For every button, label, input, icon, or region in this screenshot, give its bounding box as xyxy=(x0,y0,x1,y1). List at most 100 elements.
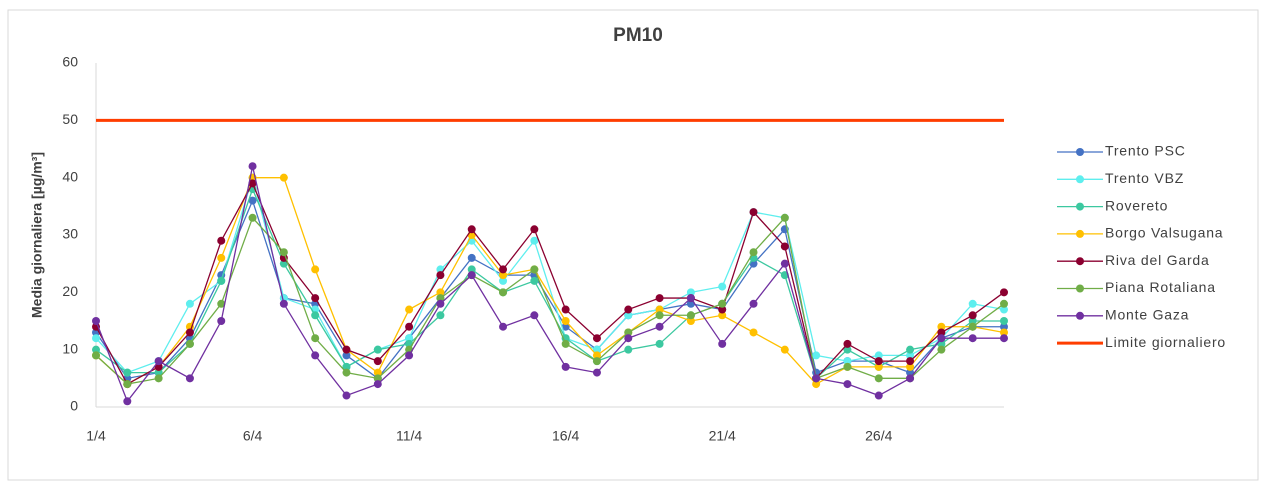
legend-marker xyxy=(1076,148,1084,156)
data-point xyxy=(874,374,883,383)
data-point xyxy=(749,328,758,337)
data-point xyxy=(874,357,883,366)
data-point xyxy=(968,299,977,308)
data-point xyxy=(154,357,163,366)
data-point xyxy=(373,374,382,383)
data-point xyxy=(812,374,821,383)
data-point xyxy=(279,259,288,268)
data-point xyxy=(279,248,288,257)
legend-label: Borgo Valsugana xyxy=(1105,225,1223,241)
data-point xyxy=(248,162,257,171)
x-tick-label: 21/4 xyxy=(709,428,736,444)
data-point xyxy=(467,225,476,234)
y-tick-label: 40 xyxy=(62,168,78,184)
data-point xyxy=(1000,305,1008,314)
data-point xyxy=(499,265,508,274)
data-point xyxy=(780,213,789,222)
x-tick-label: 11/4 xyxy=(396,428,422,444)
data-point xyxy=(123,380,132,389)
data-point xyxy=(436,311,445,320)
chart-title: PM10 xyxy=(613,25,663,46)
data-point xyxy=(185,374,194,383)
data-point xyxy=(405,351,414,360)
legend-label: Trento VBZ xyxy=(1105,170,1184,186)
data-point xyxy=(92,345,100,354)
data-point xyxy=(749,208,758,217)
data-point xyxy=(436,271,445,280)
data-point xyxy=(937,334,946,343)
data-point xyxy=(342,345,351,354)
data-point xyxy=(906,368,915,377)
data-point xyxy=(655,311,664,320)
data-point xyxy=(342,351,351,360)
data-point xyxy=(718,282,727,291)
data-point xyxy=(780,345,789,354)
data-point xyxy=(718,339,727,348)
data-point xyxy=(1000,328,1008,337)
data-point xyxy=(530,311,539,320)
data-point xyxy=(185,299,194,308)
data-point xyxy=(123,368,132,377)
series-line xyxy=(95,166,1004,403)
y-axis-title: Media giornaliera [µg/m³] xyxy=(29,152,45,318)
series-line xyxy=(95,187,1004,380)
legend-marker xyxy=(1076,229,1084,238)
x-tick-label: 6/4 xyxy=(243,428,263,444)
y-tick-label: 20 xyxy=(62,283,78,299)
data-point xyxy=(373,357,382,366)
data-point xyxy=(561,317,570,325)
data-point xyxy=(937,328,946,337)
data-point xyxy=(843,380,852,389)
data-point xyxy=(373,380,382,389)
data-point xyxy=(874,351,883,360)
x-tick-label: 16/4 xyxy=(552,428,579,444)
data-point xyxy=(248,196,257,205)
data-point xyxy=(530,225,539,234)
data-point xyxy=(624,345,633,354)
data-point xyxy=(624,334,633,343)
data-point xyxy=(342,368,351,377)
data-point xyxy=(185,328,194,337)
data-point xyxy=(530,276,539,285)
data-point xyxy=(342,362,351,371)
legend-label: Piana Rotaliana xyxy=(1105,279,1216,295)
data-point xyxy=(92,351,100,360)
data-point xyxy=(311,311,320,320)
data-point xyxy=(843,362,852,371)
data-point xyxy=(937,322,946,331)
data-point xyxy=(655,339,664,348)
data-point xyxy=(561,339,570,348)
data-point xyxy=(311,265,320,274)
data-point xyxy=(718,311,727,320)
data-point xyxy=(499,322,508,331)
data-point xyxy=(373,345,382,354)
data-point xyxy=(154,362,163,371)
data-point xyxy=(592,368,601,377)
data-point xyxy=(1000,317,1008,325)
data-point xyxy=(937,339,946,348)
data-point xyxy=(718,299,727,308)
data-point xyxy=(436,299,445,308)
data-point xyxy=(154,368,163,377)
data-point xyxy=(906,362,915,371)
data-point xyxy=(718,305,727,314)
data-point xyxy=(592,345,601,354)
data-point xyxy=(561,305,570,314)
data-point xyxy=(467,253,476,262)
data-point xyxy=(686,288,695,297)
data-point xyxy=(968,334,977,343)
data-point xyxy=(655,322,664,331)
y-tick-label: 0 xyxy=(70,398,78,414)
data-point xyxy=(561,362,570,371)
data-point xyxy=(749,248,758,257)
data-point xyxy=(937,345,946,354)
data-point xyxy=(686,317,695,325)
data-point xyxy=(968,322,977,331)
x-tick-label: 26/4 xyxy=(865,428,892,444)
legend-marker xyxy=(1076,175,1084,184)
data-point xyxy=(624,328,633,337)
data-point xyxy=(279,173,288,182)
legend-label: Monte Gaza xyxy=(1105,307,1189,323)
data-point xyxy=(780,242,789,251)
